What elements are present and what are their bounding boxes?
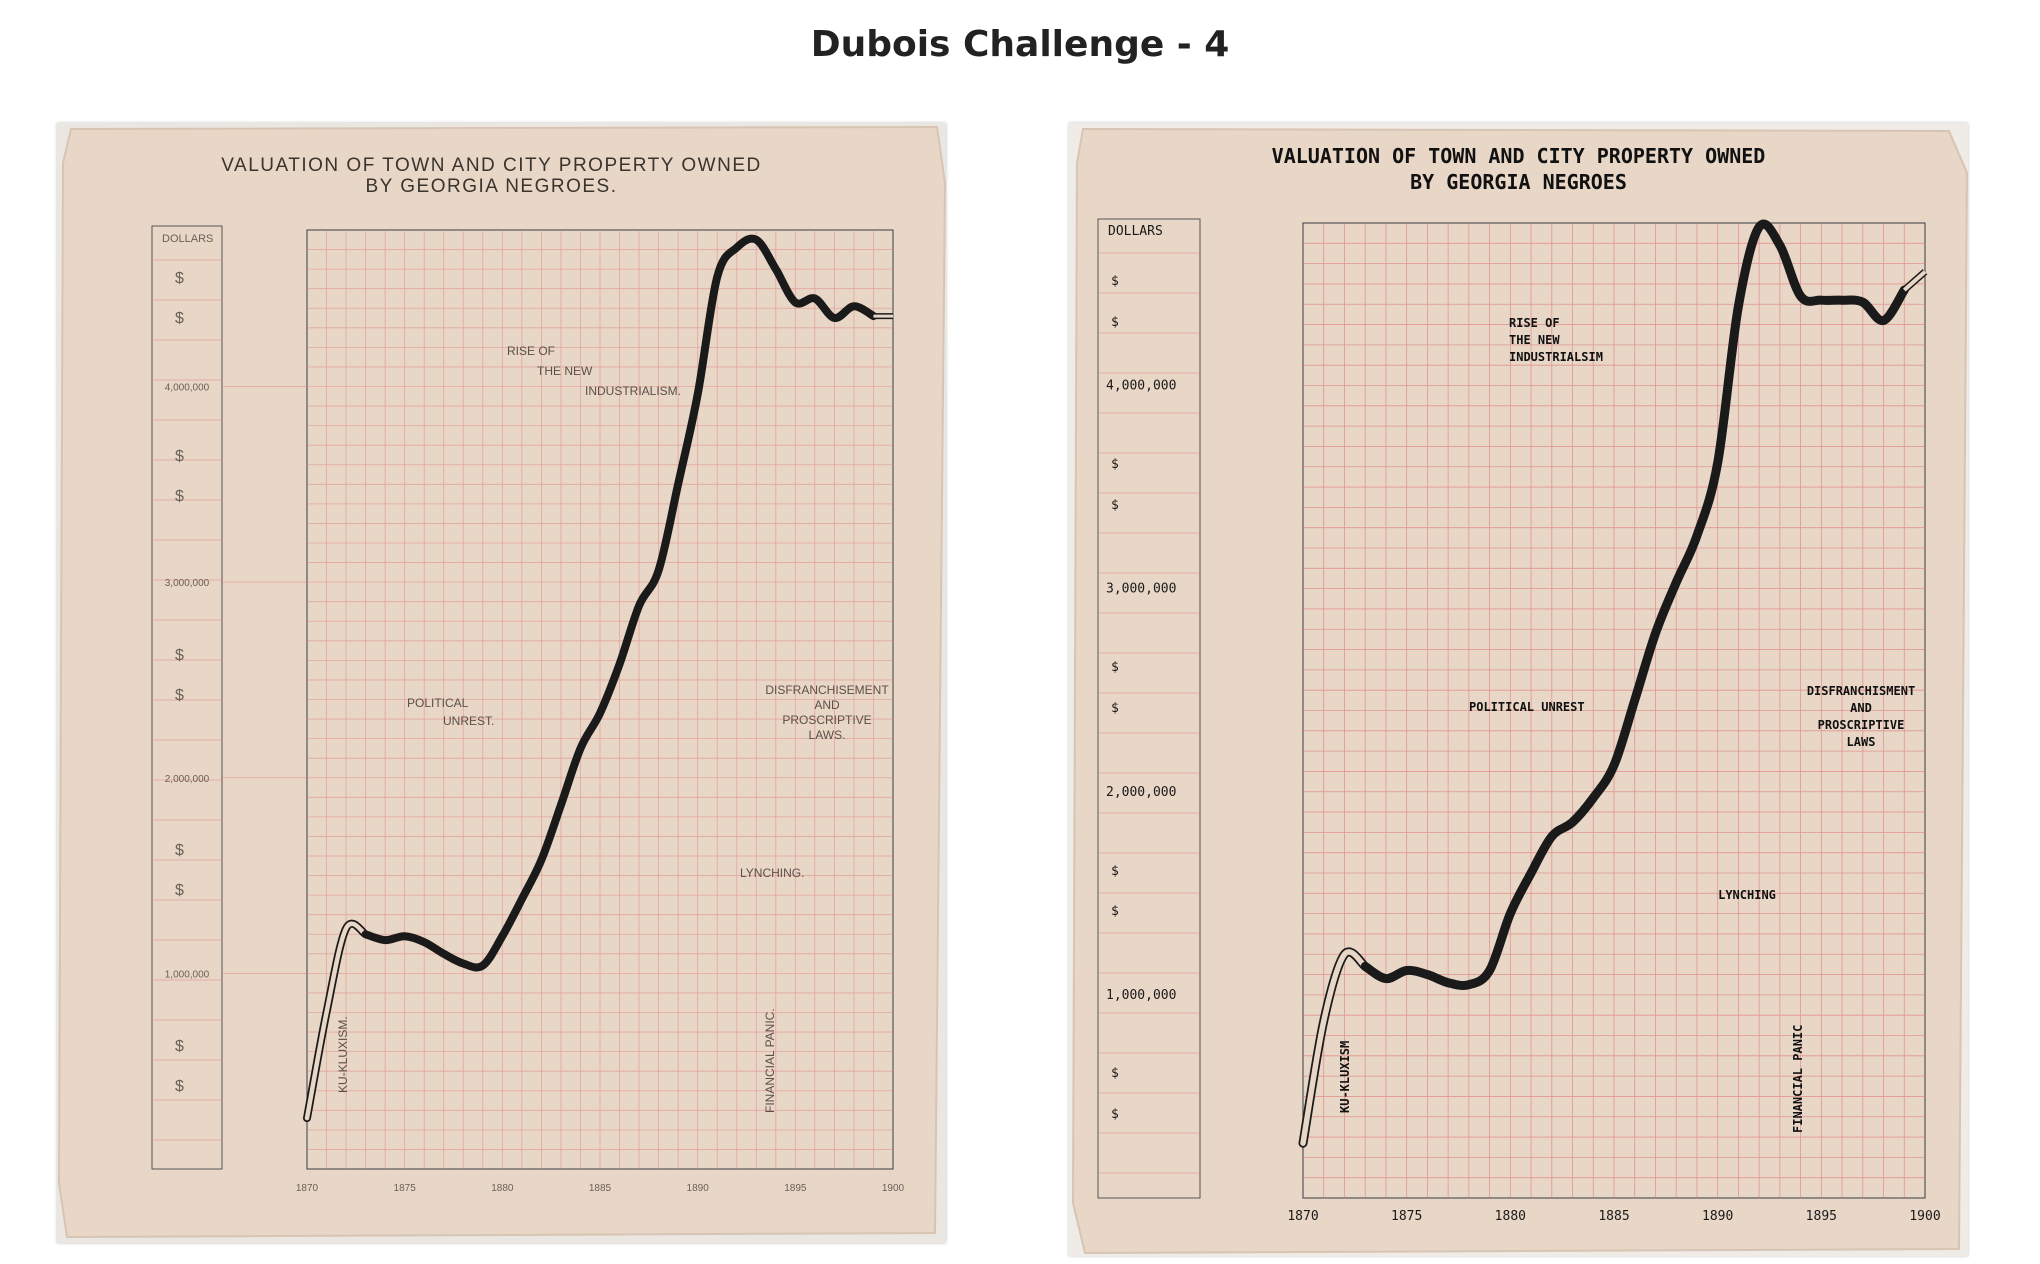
- y-tick-label: 1,000,000: [165, 969, 210, 980]
- grid-lines: [307, 230, 893, 1169]
- x-tick-label: 1900: [882, 1183, 905, 1194]
- annotation-vertical: FINANCIAL PANIC: [1791, 1025, 1805, 1133]
- x-tick-label: 1880: [1495, 1209, 1526, 1224]
- annotation-line: DISFRANCHISEMENT: [765, 683, 889, 697]
- x-tick-label: 1885: [1598, 1209, 1629, 1224]
- page-title: Dubois Challenge - 4: [810, 24, 1230, 65]
- dollar-sign: $: [1111, 498, 1119, 513]
- annotation-line: AND: [1850, 701, 1872, 715]
- chart-title-line-1: VALUATION OF TOWN AND CITY PROPERTY OWNE…: [221, 155, 761, 176]
- dollar-sign: $: [175, 270, 184, 287]
- annotation-line: POLITICAL UNREST: [1469, 700, 1585, 714]
- dollar-sign: $: [1111, 457, 1119, 472]
- annotation-line: RISE OF: [1509, 316, 1560, 330]
- annotation-line: INDUSTRIALISM.: [585, 384, 681, 398]
- x-tick-label: 1870: [296, 1183, 319, 1194]
- dollar-sign: $: [1111, 701, 1119, 716]
- annotation-line: INDUSTRIALSIM: [1509, 350, 1603, 364]
- annotation-line: THE NEW: [1509, 333, 1560, 347]
- dollar-sign: $: [1111, 1066, 1119, 1081]
- y-tick-label: 2,000,000: [165, 774, 210, 785]
- annotation-line: DISFRANCHISMENT: [1807, 684, 1915, 698]
- annotation-line: UNREST.: [443, 714, 494, 728]
- annotation-line: PROSCRIPTIVE: [782, 713, 871, 727]
- annotation-line: LYNCHING: [1718, 888, 1776, 902]
- x-tick-label: 1885: [589, 1183, 612, 1194]
- annotation-line: POLITICAL: [407, 696, 469, 710]
- dollar-sign: $: [175, 310, 184, 327]
- dollar-sign: $: [1111, 904, 1119, 919]
- y-tick-label: 2,000,000: [1106, 785, 1176, 800]
- dollar-sign: $: [175, 488, 184, 505]
- dollar-sign: $: [175, 1038, 184, 1055]
- dollar-sign: $: [175, 647, 184, 664]
- dollar-sign: $: [1111, 660, 1119, 675]
- annotation-line: LYNCHING.: [740, 866, 804, 880]
- series-line-hollow-fill: [304, 921, 368, 1121]
- annotation-vertical: KU-KLUXISM: [1338, 1041, 1352, 1113]
- dollar-sign: $: [1111, 274, 1119, 289]
- series-line-solid: [361, 234, 878, 972]
- chart-title-line-2: BY GEORGIA NEGROES.: [366, 176, 618, 197]
- annotation-line: AND: [814, 698, 840, 712]
- series-line-tail-fill: [1902, 270, 1927, 292]
- x-tick-label: 1890: [687, 1183, 710, 1194]
- original-scan-panel: VALUATION OF TOWN AND CITY PROPERTY OWNE…: [57, 123, 946, 1243]
- y-axis-column: [151, 225, 223, 1170]
- y-tick-label: 4,000,000: [1106, 379, 1176, 394]
- y-tick-label: 1,000,000: [1106, 988, 1176, 1003]
- recreation-chart: VALUATION OF TOWN AND CITY PROPERTY OWNE…: [1071, 127, 1968, 1255]
- chart-title-line-2: BY GEORGIA NEGROES: [1410, 170, 1627, 194]
- dollar-sign: $: [1111, 315, 1119, 330]
- dollar-sign: $: [175, 687, 184, 704]
- series-line-solid: [1360, 219, 1909, 991]
- y-axis-label: DOLLARS: [162, 233, 213, 245]
- y-axis-label: DOLLARS: [1108, 224, 1163, 239]
- x-tick-label: 1880: [491, 1183, 514, 1194]
- y-tick-label: 3,000,000: [1106, 582, 1176, 597]
- recreation-panel: VALUATION OF TOWN AND CITY PROPERTY OWNE…: [1069, 123, 1968, 1256]
- y-tick-label: 3,000,000: [165, 578, 210, 589]
- annotation-line: THE NEW: [537, 364, 593, 378]
- annotation-line: LAWS.: [809, 728, 846, 742]
- dollar-sign: $: [175, 882, 184, 899]
- dollar-sign: $: [175, 842, 184, 859]
- dollar-sign: $: [1111, 864, 1119, 879]
- annotation-line: LAWS: [1847, 735, 1876, 749]
- x-tick-label: 1895: [1806, 1209, 1837, 1224]
- x-tick-label: 1900: [1909, 1209, 1940, 1224]
- x-tick-label: 1870: [1287, 1209, 1318, 1224]
- series-line-hollow-fill: [1300, 949, 1368, 1146]
- x-tick-label: 1895: [784, 1183, 807, 1194]
- paper-background: [1071, 127, 1968, 1255]
- annotation-vertical: FINANCIAL PANIC.: [763, 1008, 777, 1113]
- dollar-sign: $: [175, 1078, 184, 1095]
- original-scan-chart: VALUATION OF TOWN AND CITY PROPERTY OWNE…: [57, 125, 946, 1239]
- chart-title-line-1: VALUATION OF TOWN AND CITY PROPERTY OWNE…: [1272, 144, 1766, 168]
- x-tick-label: 1890: [1702, 1209, 1733, 1224]
- dollar-sign: $: [1111, 1107, 1119, 1122]
- y-axis-column: [1097, 218, 1201, 1199]
- annotation-vertical: KU-KLUXISM.: [336, 1016, 350, 1093]
- annotation-line: PROSCRIPTIVE: [1818, 718, 1905, 732]
- x-tick-label: 1875: [1391, 1209, 1422, 1224]
- annotation-line: RISE OF: [507, 344, 555, 358]
- dollar-sign: $: [175, 448, 184, 465]
- y-tick-label: 4,000,000: [165, 383, 210, 394]
- x-tick-label: 1875: [394, 1183, 417, 1194]
